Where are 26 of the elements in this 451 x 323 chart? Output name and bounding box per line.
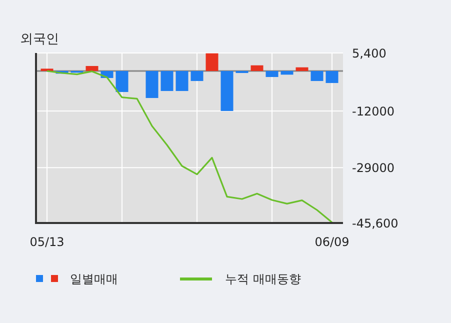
legend-label: 누적 매매동향 — [225, 272, 301, 286]
chart-title: 외국인 — [20, 32, 59, 47]
legend-item: 일별매매 — [36, 272, 118, 286]
bar — [146, 71, 158, 98]
line-series — [46, 70, 333, 224]
bar — [266, 71, 278, 77]
bar — [326, 71, 338, 83]
legend-label: 일별매매 — [70, 272, 118, 286]
bar — [206, 53, 218, 71]
y-tick-label: -29000 — [352, 161, 395, 176]
bar — [160, 71, 174, 91]
x-tick-label: 05/13 — [30, 235, 64, 249]
bar — [310, 71, 324, 81]
y-tick-label: 5,400 — [352, 46, 386, 60]
bar — [220, 71, 234, 111]
bar — [296, 67, 308, 71]
y-tick-label: -12000 — [352, 104, 395, 118]
bar — [250, 65, 264, 71]
bar — [86, 66, 98, 71]
legend-item: 누적 매매동향 — [180, 272, 301, 286]
bar — [280, 71, 294, 75]
y-tick-label: -45,600 — [352, 216, 398, 230]
bar — [190, 71, 204, 81]
bar — [176, 71, 188, 91]
x-tick-label: 06/09 — [314, 235, 350, 249]
bar — [116, 71, 128, 92]
